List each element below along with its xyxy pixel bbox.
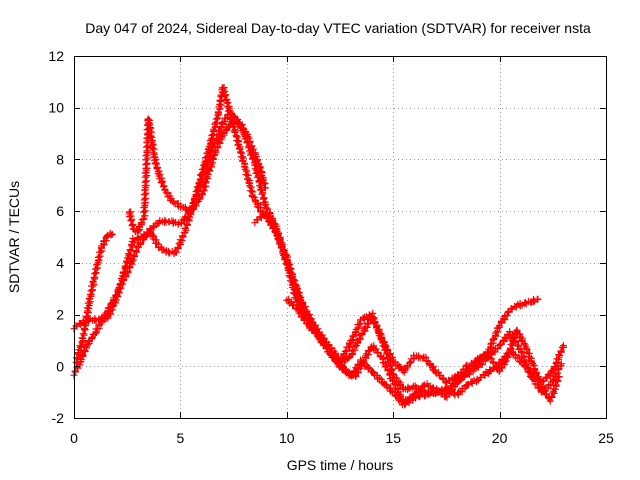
y-axis-title: SDTVAR / TECUs: [6, 181, 22, 293]
x-axis-title: GPS time / hours: [287, 457, 394, 473]
chart-title: Day 047 of 2024, Sidereal Day-to-day VTE…: [85, 20, 591, 36]
y-tick-label: 4: [56, 255, 64, 271]
x-tick-label: 5: [177, 430, 185, 446]
x-tick-label: 20: [492, 430, 508, 446]
series-trace-4: [125, 115, 269, 236]
x-tick-labels: 0 5 10 15 20 25: [70, 430, 614, 446]
marker-set: [283, 295, 568, 409]
y-tick-label: 6: [56, 203, 64, 219]
data-points: [70, 84, 568, 409]
series-trace-2: [70, 84, 563, 407]
axis-ticks: [74, 56, 607, 419]
marker-set: [72, 229, 116, 366]
series-trace-3: [72, 229, 116, 366]
y-tick-labels: -2 0 2 4 6 8 10 12: [48, 48, 64, 426]
x-tick-label: 0: [70, 430, 78, 446]
series-trace-6: [283, 295, 568, 409]
y-tick-label: 8: [56, 151, 64, 167]
x-tick-label: 15: [385, 430, 401, 446]
marker-set: [125, 115, 269, 236]
x-tick-label: 25: [598, 430, 614, 446]
y-tick-label: 10: [48, 100, 64, 116]
y-tick-label: -2: [52, 410, 65, 426]
y-tick-label: 12: [48, 48, 64, 64]
plot-frame: [74, 56, 607, 419]
marker-set: [70, 84, 563, 407]
y-tick-label: 0: [56, 358, 64, 374]
y-tick-label: 2: [56, 307, 64, 323]
grid: [74, 56, 606, 418]
x-tick-label: 10: [279, 430, 295, 446]
